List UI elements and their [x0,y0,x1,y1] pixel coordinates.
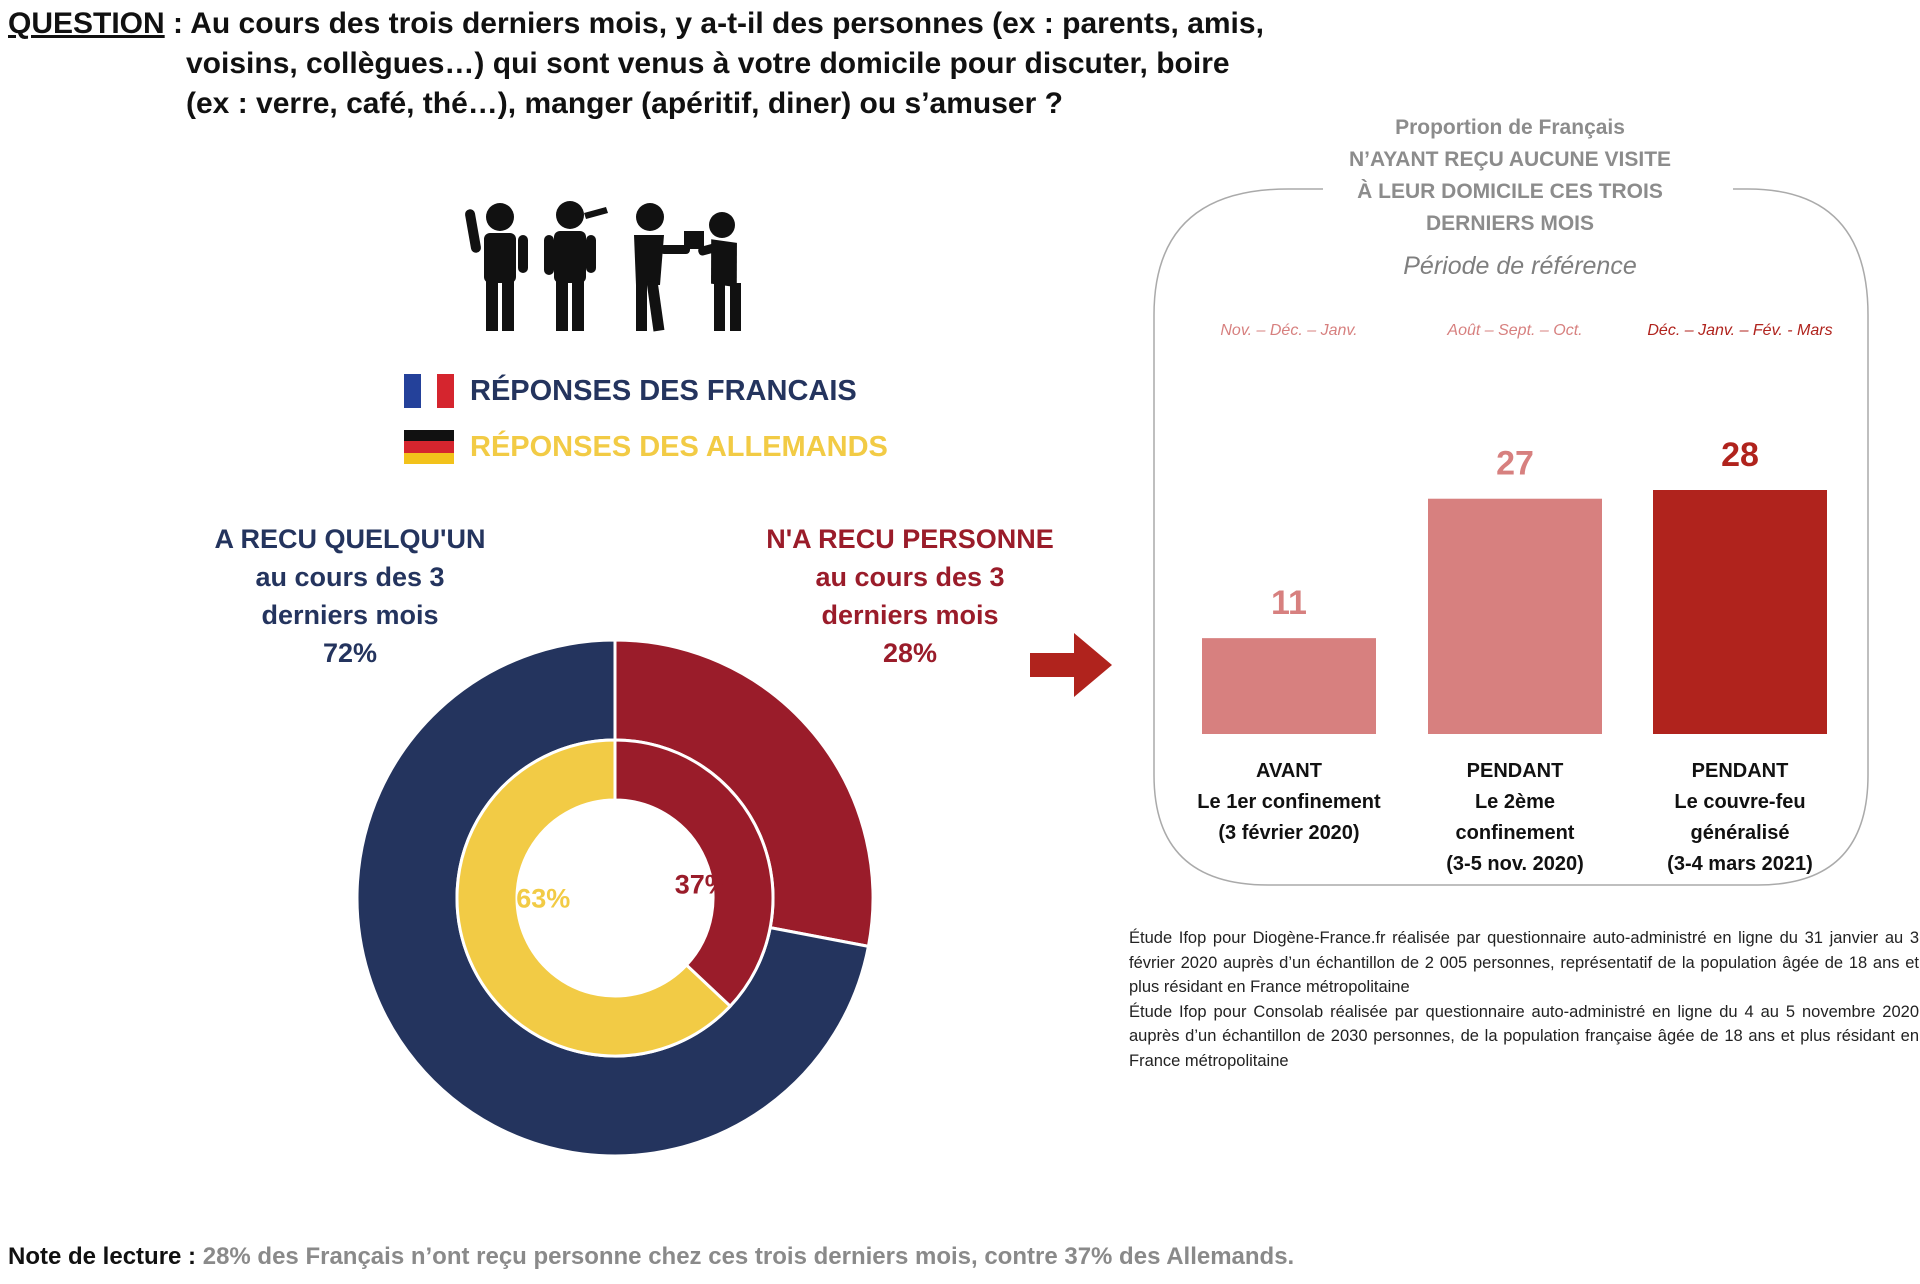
category-label-0-0: AVANT [1256,760,1322,782]
footnote: Étude Ifop pour Diogène-France.fr réalis… [1129,926,1919,1073]
bar-value-label-2: 28 [1721,436,1759,474]
label-none-line-2: au cours des 3 [815,562,1005,592]
legend-item-de: RÉPONSES DES ALLEMANDS [404,430,888,464]
period-label-2: Déc. – Janv. – Fév. - Mars [1647,322,1832,339]
legend-label-de: RÉPONSES DES ALLEMANDS [470,430,888,463]
panel-title-line-1: Proportion de Français [1395,116,1625,139]
france-flag-icon [404,374,455,408]
question-block: QUESTION : Au cours des trois derniers m… [8,4,1264,124]
category-label-0-1: Le 1er confinement [1197,791,1381,813]
footnote-paragraph-1: Étude Ifop pour Diogène-France.fr réalis… [1129,929,1919,996]
inner-ring-label-0: 37% [675,869,729,899]
period-label-1: Août – Sept. – Oct. [1446,322,1582,339]
inner-ring-slice-0 [613,738,775,1009]
question-line-1: QUESTION : Au cours des trois derniers m… [8,4,1264,44]
bar-chart: Nov. – Déc. – Janv. 11 AVANT Le 1er confine… [1197,322,1832,875]
panel-title-line-4: DERNIERS MOIS [1425,212,1595,235]
category-label-2-3: (3-4 mars 2021) [1667,853,1813,875]
label-received-line-1: A RECU QUELQU'UN [214,524,486,554]
category-label-1-0: PENDANT [1467,760,1564,782]
question-line-2: voisins, collègues…) qui sont venus à vo… [186,47,1230,80]
bar-value-label-1: 27 [1496,445,1534,483]
panel-title: Proportion de Français N’AYANT REÇU AUCU… [1320,112,1700,240]
category-label-1-1: Le 2ème [1475,791,1555,813]
bar-value-label-0: 11 [1271,584,1307,622]
label-none-line-1: N'A RECU PERSONNE [766,524,1054,554]
label-received-line-2: au cours des 3 [255,562,445,592]
label-received-line-3: derniers mois [261,600,439,630]
footnote-paragraph-2: Étude Ifop pour Consolab réalisée par qu… [1129,1002,1919,1070]
period-title: Période de référence [1403,252,1637,280]
legend-label-fr: RÉPONSES DES FRANCAIS [470,374,857,407]
panel-title-line-2: N’AYANT REÇU AUCUNE VISITE [1348,148,1672,171]
reading-note: Note de lecture : 28% des Français n’ont… [8,1243,1294,1271]
question-label: QUESTION [8,7,165,40]
legend-item-fr: RÉPONSES DES FRANCAIS [404,374,857,408]
period-label-0: Nov. – Déc. – Janv. [1220,322,1357,339]
category-label-1-2: confinement [1456,822,1575,844]
label-none-pct: 28% [882,638,938,668]
question-line-3: (ex : verre, café, thé…), manger (apérit… [186,87,1063,120]
bar-1 [1428,498,1602,734]
category-label-1-3: (3-5 nov. 2020) [1446,853,1583,875]
category-label-2-0: PENDANT [1692,760,1789,782]
label-received-pct: 72% [322,638,378,668]
people-socializing-icon [465,201,741,332]
donut-chart: 37% 63% [355,638,875,1158]
category-label-0-2: (3 février 2020) [1218,822,1359,844]
category-label-2-1: Le couvre-feu [1674,791,1805,813]
bar-0 [1202,638,1376,734]
reading-note-text: 28% des Français n’ont reçu personne che… [202,1243,1295,1270]
reading-note-label: Note de lecture : [8,1243,203,1270]
arrow-right-icon [1030,633,1112,697]
question-text-1: Au cours des trois derniers mois, y a-t-… [190,7,1264,40]
label-received: A RECU QUELQU'UN au cours des 3 derniers… [190,520,510,672]
label-none-line-3: derniers mois [821,600,999,630]
question-colon: : [164,7,191,40]
bar-2 [1653,490,1827,734]
inner-ring-label-1: 63% [516,884,570,914]
category-label-2-2: généralisé [1691,822,1790,844]
inner-ring-slice-1 [455,738,733,1058]
label-none: N'A RECU PERSONNE au cours des 3 dernier… [745,520,1075,672]
germany-flag-icon [404,430,454,464]
panel-title-line-3: À LEUR DOMICILE CES TROIS [1357,180,1663,203]
panel-frame [1153,188,1869,886]
